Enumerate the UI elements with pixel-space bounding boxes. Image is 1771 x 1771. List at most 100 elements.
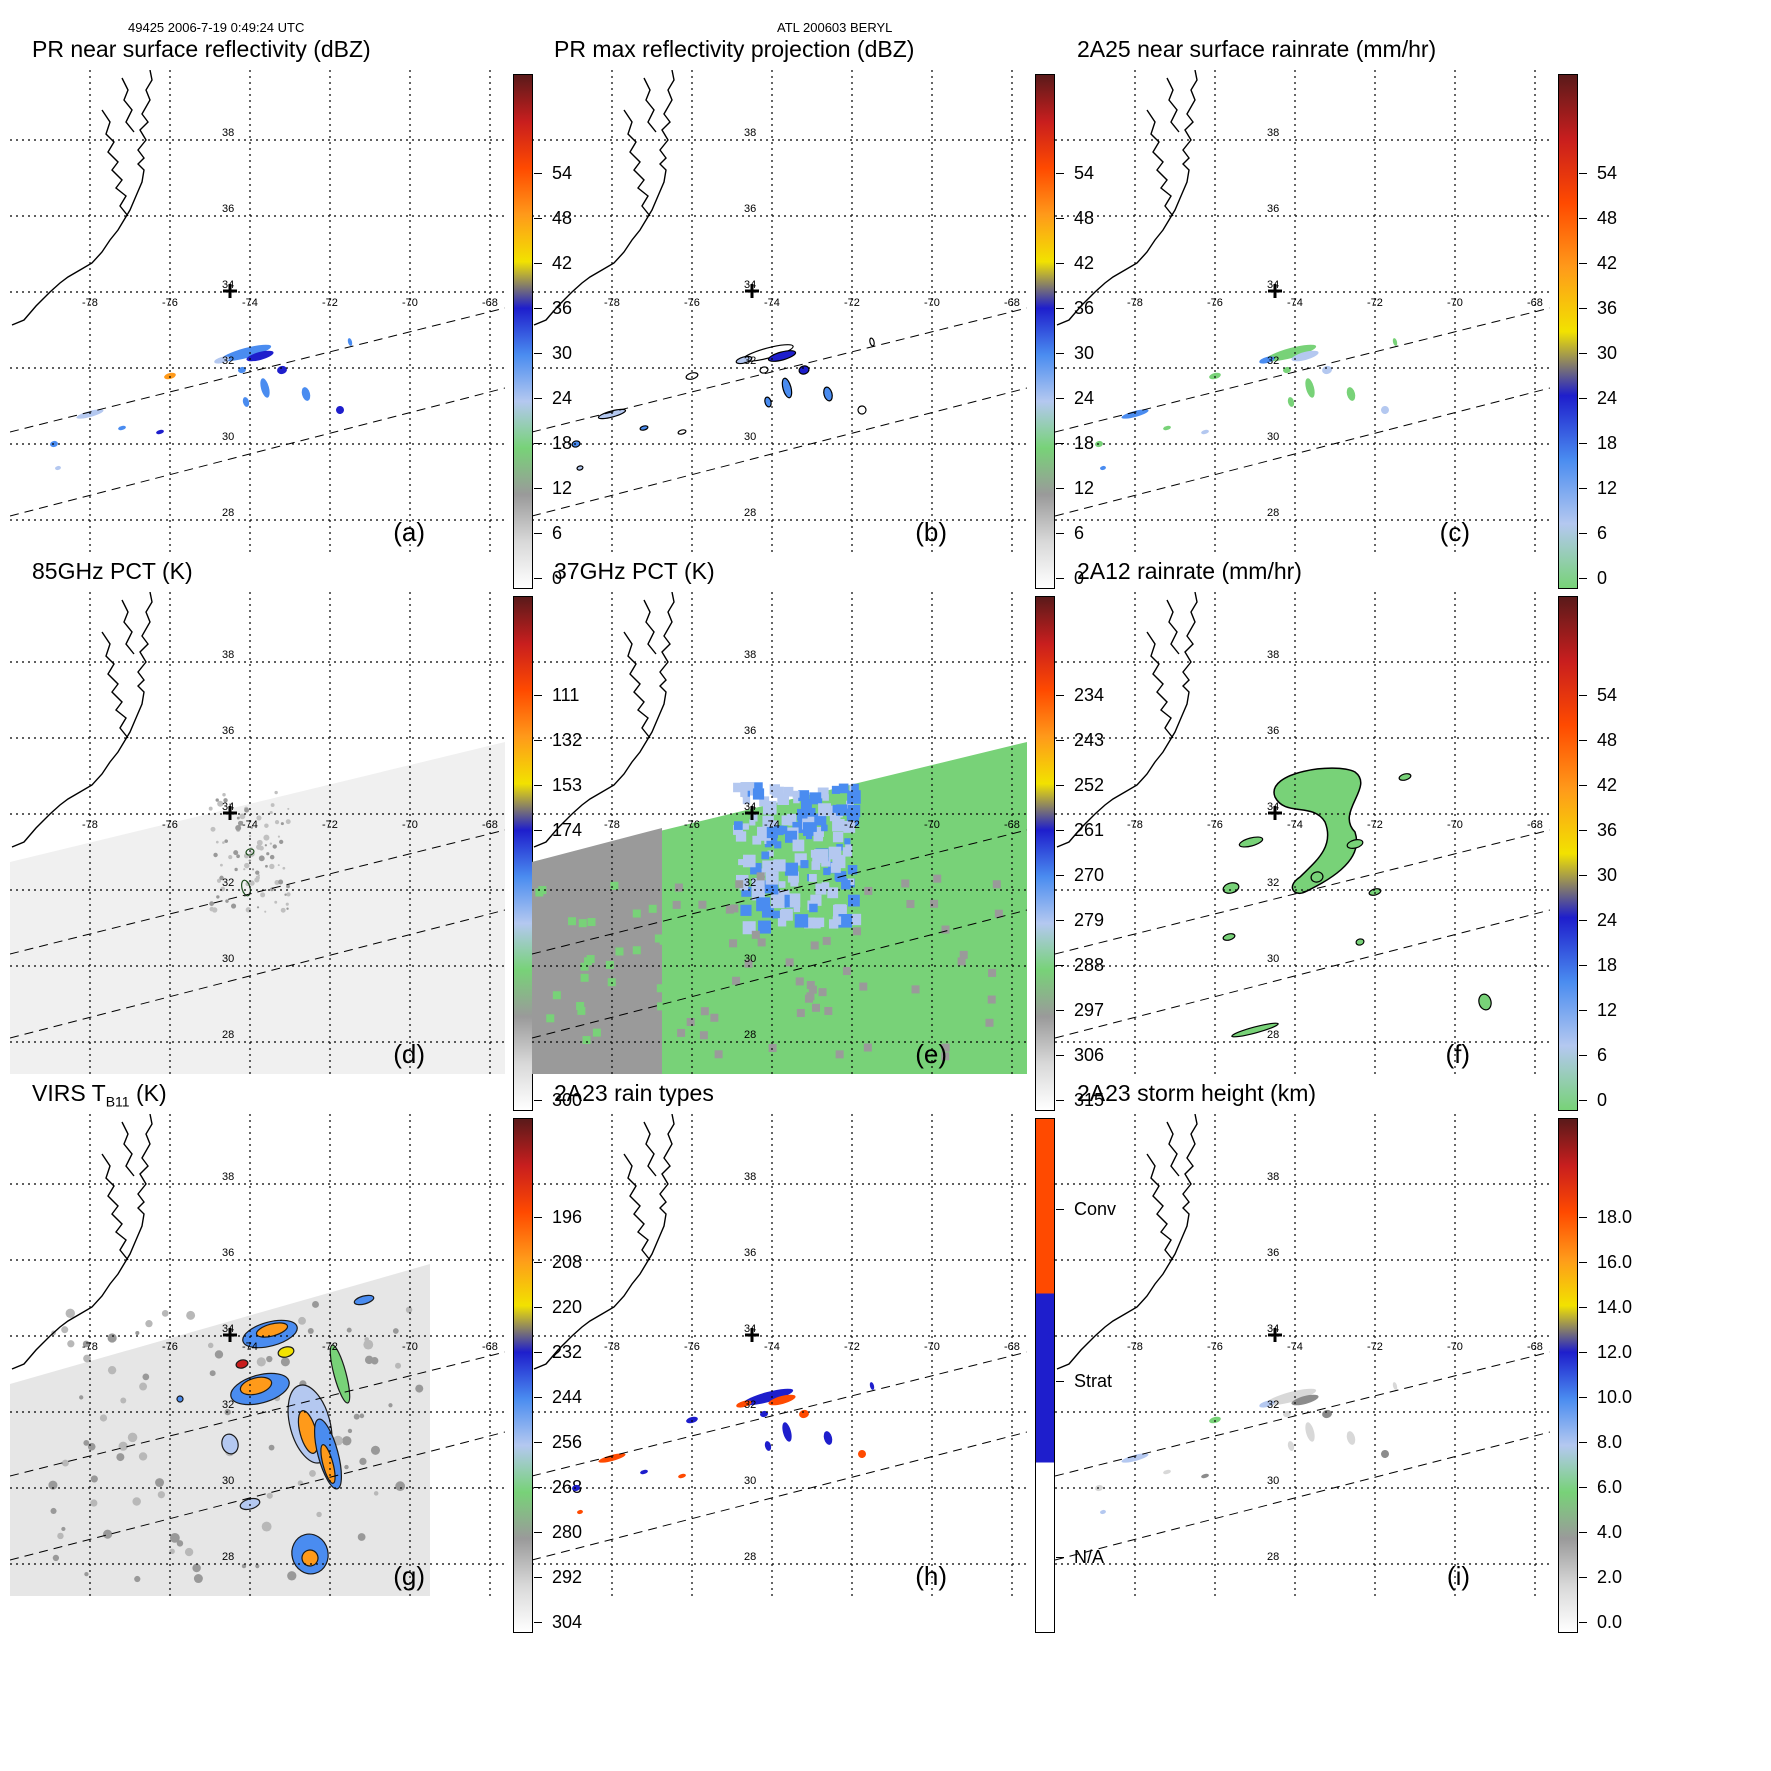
colorbar-tick: 270: [1056, 864, 1116, 886]
brightness-pixel: [733, 782, 743, 793]
colorbar-tick: 279: [1056, 909, 1116, 931]
lat-label: 28: [1267, 1551, 1279, 1563]
colorbar-tick: 12: [534, 477, 594, 499]
lat-label: 30: [222, 1475, 234, 1487]
brightness-pixel: [576, 1001, 585, 1010]
lat-label: 32: [744, 1399, 756, 1411]
brightness-pixel: [750, 862, 762, 875]
brightness-pixel: [107, 1365, 117, 1375]
graticule: [532, 70, 1027, 552]
lon-label: -78: [1127, 297, 1143, 309]
brightness-pixel: [216, 895, 220, 899]
brightness-pixel: [61, 1526, 66, 1532]
lon-label: -70: [924, 297, 940, 309]
brightness-pixel: [347, 1428, 353, 1434]
brightness-pixel: [821, 824, 828, 832]
brightness-pixel: [842, 967, 851, 976]
colorbar-tick: 30: [534, 342, 594, 364]
brightness-pixel: [700, 1007, 709, 1016]
brightness-pixel: [90, 1475, 98, 1483]
brightness-pixel: [790, 878, 799, 887]
swath-edges: [10, 307, 505, 517]
swath-edges: [532, 307, 1027, 517]
brightness-pixel: [985, 1018, 994, 1027]
brightness-pixel: [236, 816, 240, 820]
precip-cells: [1222, 773, 1492, 1038]
brightness-pixel: [213, 852, 218, 858]
brightness-pixel: [751, 930, 760, 939]
brightness-pixel: [632, 909, 641, 918]
map-area: 38 36 34 32 30 28 -78 -76 -74 -72 -70 -68: [10, 592, 505, 1074]
lat-label: 38: [744, 127, 756, 139]
coastline: [1056, 1114, 1198, 1370]
colorbar-tick: 288: [1056, 954, 1116, 976]
colorbar-tick: 252: [1056, 774, 1116, 796]
brightness-pixel: [824, 1007, 833, 1016]
brightness-pixel: [264, 910, 267, 913]
brightness-pixel: [768, 820, 779, 831]
brightness-pixel: [738, 859, 745, 866]
brightness-pixel: [774, 841, 782, 849]
brightness-pixel: [809, 903, 818, 913]
brightness-pixel: [364, 1355, 374, 1365]
panel-title: PR near surface reflectivity (dBZ): [32, 36, 371, 62]
brightness-pixel: [264, 844, 268, 847]
brightness-pixel: [741, 886, 752, 897]
brightness-pixel: [667, 1001, 676, 1010]
lat-label: 36: [1267, 1247, 1279, 1259]
brightness-pixel: [353, 1413, 360, 1420]
lon-label: -74: [764, 819, 780, 831]
lon-label: -74: [764, 1341, 780, 1353]
brightness-pixel: [244, 862, 250, 869]
brightness-pixel: [767, 850, 774, 857]
lat-label: 38: [1267, 127, 1279, 139]
lon-label: -70: [1447, 819, 1463, 831]
brightness-pixel: [792, 790, 800, 798]
brightness-pixel: [279, 839, 284, 844]
panel-title: 2A23 rain types: [554, 1080, 714, 1106]
colorbar-tick: 2.0: [1579, 1566, 1639, 1588]
brightness-pixel: [280, 907, 286, 913]
lon-label: -74: [1287, 1341, 1303, 1353]
brightness-pixel: [346, 1327, 352, 1333]
brightness-pixel: [725, 905, 734, 914]
lat-label: 36: [222, 725, 234, 737]
lat-label: 28: [222, 1551, 234, 1563]
brightness-pixel: [831, 785, 840, 794]
panel-label: (g): [393, 1561, 425, 1591]
colorbar-tick: 54: [534, 162, 594, 184]
brightness-pixel: [739, 881, 749, 891]
brightness-pixel: [829, 810, 841, 822]
lat-label: 34: [222, 279, 234, 291]
brightness-pixel: [784, 862, 799, 876]
brightness-pixel: [258, 855, 265, 862]
brightness-pixel: [803, 822, 817, 836]
brightness-pixel: [772, 910, 780, 919]
colorbar-tick: 10.0: [1579, 1386, 1639, 1408]
colorbar-tick: 208: [534, 1251, 594, 1273]
colorbar-tick: 18.0: [1579, 1206, 1639, 1228]
brightness-pixel: [806, 992, 815, 1001]
brightness-pixel: [930, 899, 939, 908]
map-area: 38 36 34 32 30 28 -78 -76 -74 -72 -70 -68: [1055, 1114, 1550, 1596]
colorbar-tick: 18: [1056, 432, 1116, 454]
map-area: 38 36 34 32 30 28 -78 -76 -74 -72 -70 -68: [532, 70, 1027, 552]
brightness-pixel: [415, 1384, 424, 1393]
brightness-pixel: [750, 814, 758, 822]
brightness-pixel: [209, 901, 214, 907]
brightness-pixel: [363, 1339, 374, 1350]
title-subscript: B11: [105, 1093, 130, 1110]
lat-label: 30: [744, 953, 756, 965]
brightness-pixel: [255, 875, 260, 880]
brightness-pixel: [843, 820, 856, 833]
brightness-pixel: [280, 822, 284, 826]
lon-label: -78: [82, 297, 98, 309]
brightness-pixel: [832, 855, 846, 869]
lon-label: -74: [242, 297, 258, 309]
graticule: [532, 592, 1027, 1074]
brightness-pixel: [312, 1300, 319, 1308]
lon-label: -72: [1367, 1341, 1383, 1353]
lat-label: 38: [222, 649, 234, 661]
lat-label: 30: [1267, 431, 1279, 443]
brightness-pixel: [277, 835, 281, 838]
